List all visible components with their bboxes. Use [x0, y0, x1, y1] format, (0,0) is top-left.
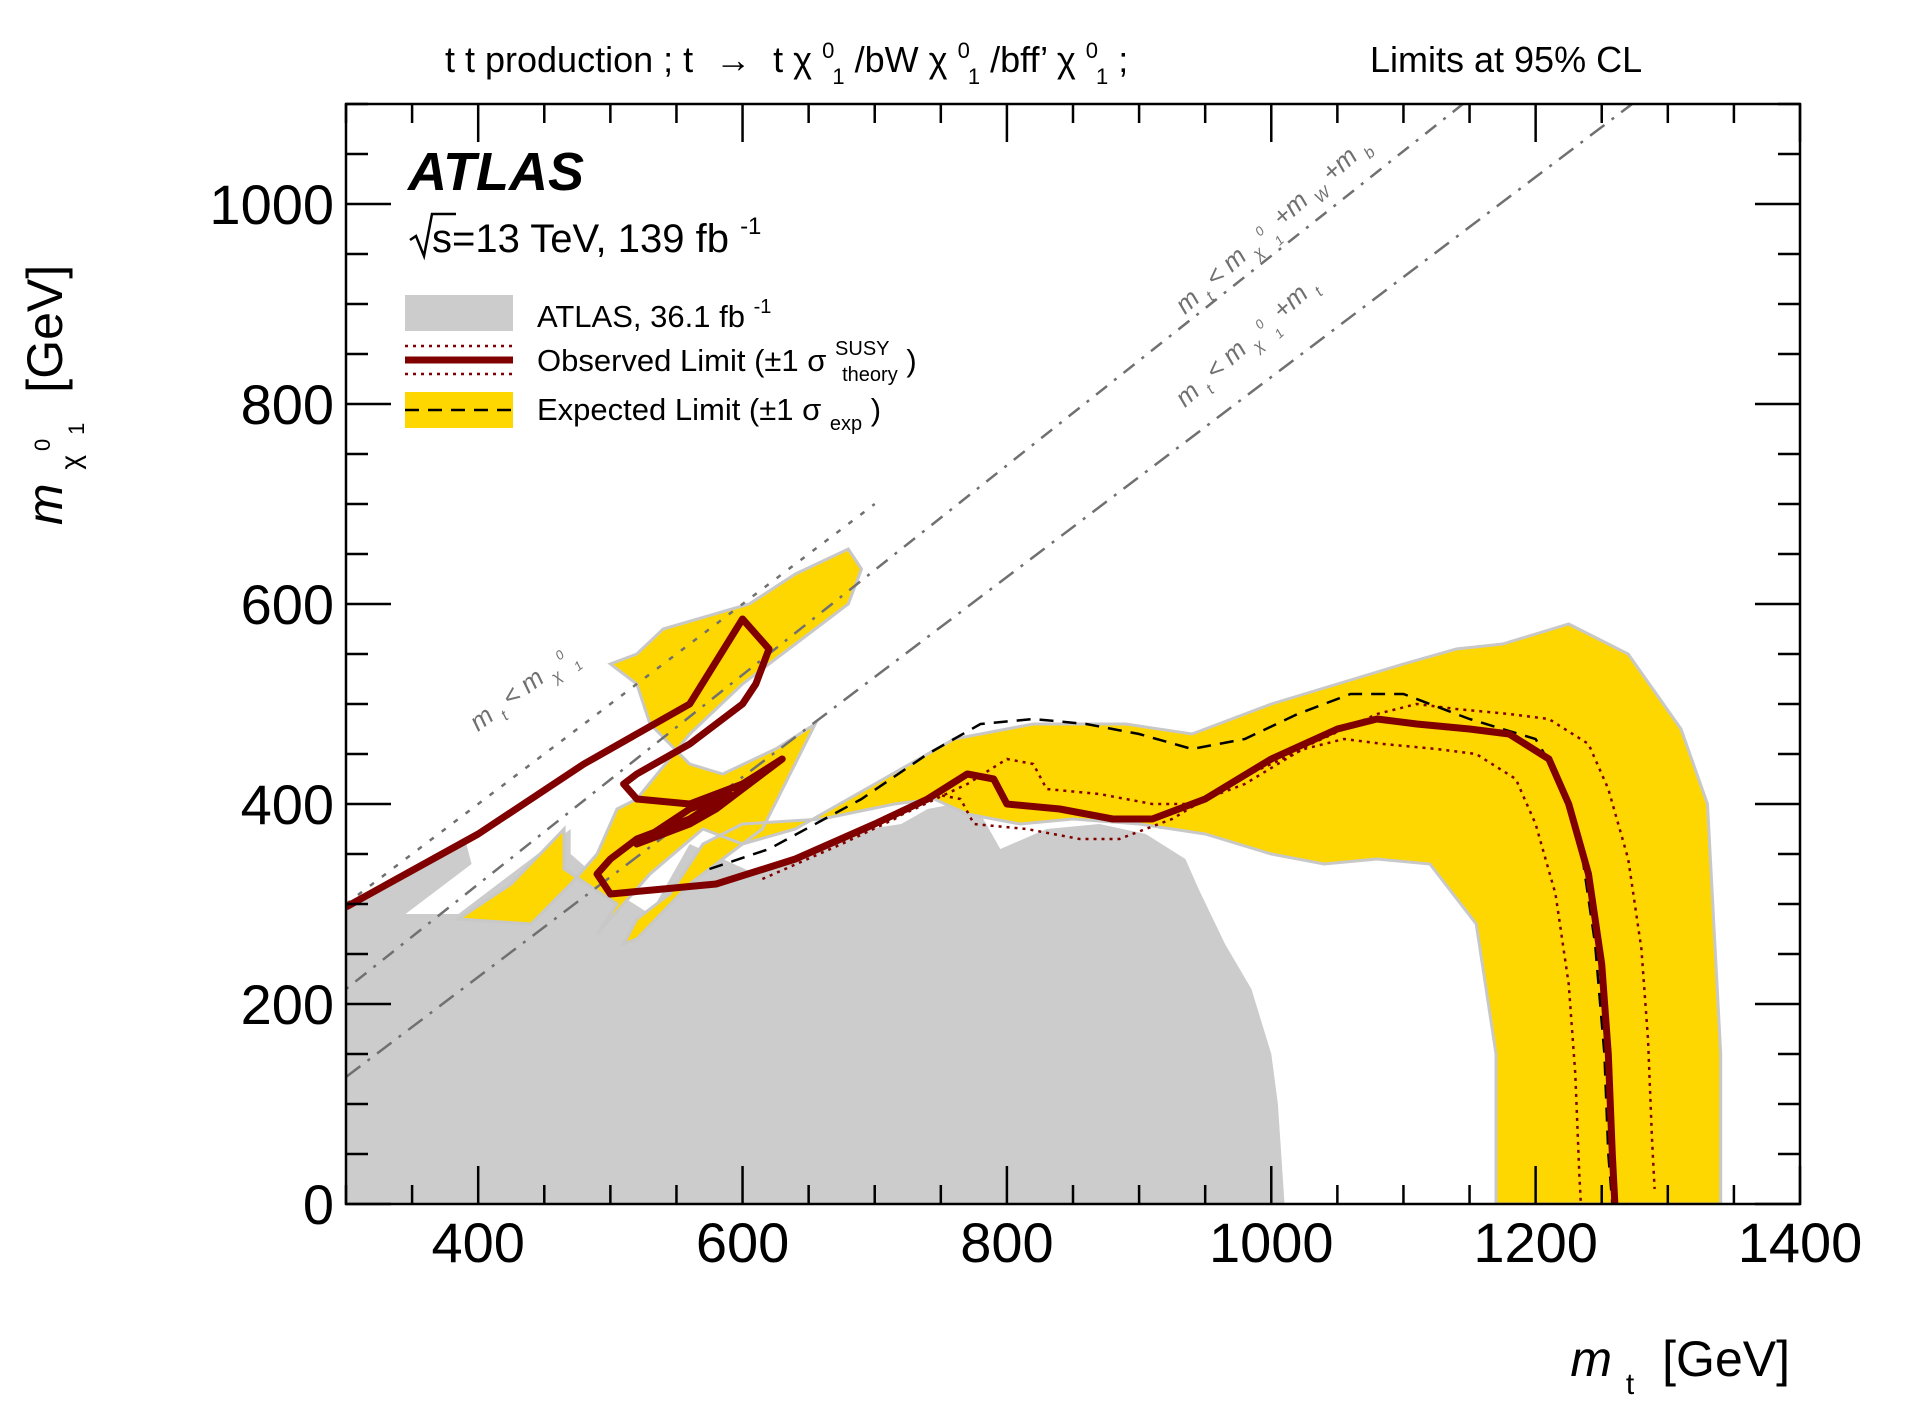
x-tick-label: 1000: [1209, 1211, 1334, 1274]
legend-label-previous: ATLAS, 36.1 fb -1: [537, 296, 771, 334]
y-tick-label: 400: [241, 773, 334, 836]
x-tick-label: 800: [960, 1211, 1053, 1274]
previous-limit-area: [346, 804, 1285, 1204]
observed-minus-sigma-line: [761, 737, 1583, 1204]
y-tick-label: 800: [241, 373, 334, 436]
legend: ATLAS, 36.1 fb -1 Observed Limit (±1 σ S…: [405, 295, 917, 437]
y-tick-label: 0: [303, 1173, 334, 1236]
y-axis-label: m χ 0 1 [GeV]: [5, 265, 95, 525]
axis-ticks: [344, 102, 1802, 1206]
confidence-level-label: Limits at 95% CL: [1370, 39, 1642, 80]
legend-swatch-expected: [405, 392, 513, 428]
sqrt-icon: [409, 212, 456, 261]
observed-limit-line: [346, 615, 1619, 1204]
kinematic-line-3: [346, 104, 1633, 1078]
energy-lumi-label: s=13 TeV, 139 fb -1: [409, 212, 761, 261]
x-tick-label: 1400: [1738, 1211, 1863, 1274]
observed-plus-sigma-line: [834, 702, 1656, 1190]
axis-tick-labels: 400 600 800 1000 1200 1400 0 200 400 600 800 1000: [209, 173, 1862, 1274]
kinematic-lines: [346, 104, 1633, 1078]
kinematic-line-1: [346, 503, 876, 905]
y-tick-label: 200: [241, 973, 334, 1036]
y-tick-label: 600: [241, 573, 334, 636]
legend-swatch-observed: [405, 344, 513, 376]
svg-text:m t < m χ: m t < m χ 0 1: [459, 632, 586, 744]
svg-text:s=13 TeV, 139 fb -1: s=13 TeV, 139 fb -1: [432, 213, 761, 261]
atlas-label: ATLAS: [406, 142, 584, 202]
y-tick-label: 1000: [209, 173, 334, 236]
svg-text:m χ 0 1: m χ 0 1 [GeV]: [5, 265, 95, 525]
expected-limit-line: [709, 692, 1614, 1204]
header-process-text: t t production ; t → t χ 0 1 /bW χ 0 1 /…: [445, 25, 1128, 92]
x-tick-label: 1200: [1473, 1211, 1598, 1274]
kinematic-line-2: [346, 104, 1464, 990]
legend-label-expected: Expected Limit (±1 σ exp ): [537, 392, 881, 437]
legend-swatch-previous: [405, 295, 513, 331]
legend-label-observed: Observed Limit (±1 σ SUSY theory ): [537, 327, 917, 388]
x-tick-label: 400: [431, 1211, 524, 1274]
header: t t production ; t → t χ 0 1 /bW χ 0 1 /…: [445, 25, 1642, 92]
x-tick-label: 600: [696, 1211, 789, 1274]
x-axis-label: m t [GeV]: [1570, 1331, 1790, 1405]
expected-band-area: [453, 547, 1723, 1204]
kinematic-label-diagonal: m t < m χ 0 1: [459, 632, 586, 744]
